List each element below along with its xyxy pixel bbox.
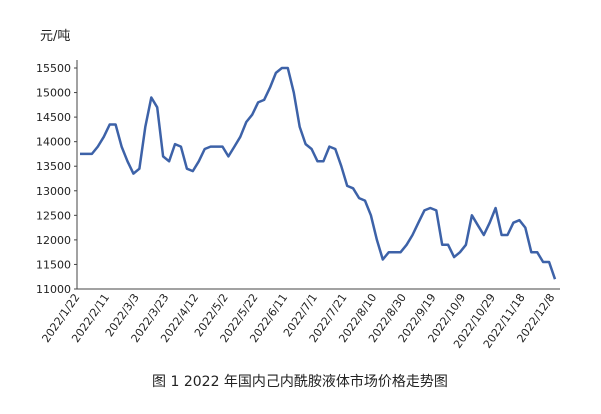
price-line: [80, 66, 557, 280]
y-tick-label: 14000: [36, 136, 71, 149]
y-tick-label: 11500: [36, 258, 71, 271]
y-tick-label: 12000: [36, 234, 71, 247]
y-tick-label: 11000: [36, 283, 71, 296]
y-tick-label: 13000: [36, 185, 71, 198]
y-tick-label: 15000: [36, 87, 71, 100]
y-tick-label: 14500: [36, 111, 71, 124]
y-axis-label: 元/吨: [40, 29, 70, 44]
y-tick-label: 12500: [36, 209, 71, 222]
y-tick-label: 13500: [36, 160, 71, 173]
y-tick-label: 15500: [36, 62, 71, 75]
caption: 图 1 2022 年国内己内酰胺液体市场价格走势图: [152, 373, 448, 390]
